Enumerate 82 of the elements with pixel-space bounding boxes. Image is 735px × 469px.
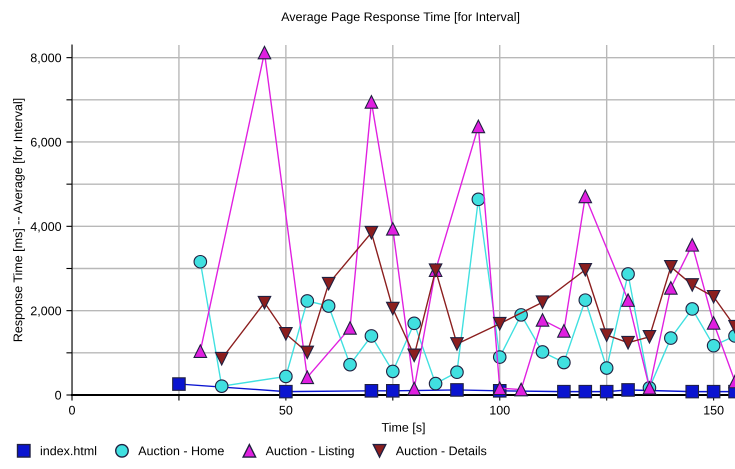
point bbox=[621, 383, 635, 397]
point bbox=[557, 324, 571, 338]
legend-label: Auction - Details bbox=[396, 446, 486, 456]
point bbox=[685, 302, 700, 316]
x-tick-label: 100 bbox=[490, 406, 510, 415]
point bbox=[600, 328, 614, 342]
y-tick-label: 6,000 bbox=[30, 138, 62, 148]
point bbox=[536, 345, 550, 359]
y-tick-label: 4,000 bbox=[30, 222, 62, 232]
point bbox=[214, 352, 229, 366]
point bbox=[685, 238, 700, 252]
point bbox=[428, 376, 442, 390]
point bbox=[450, 383, 464, 397]
point bbox=[706, 384, 720, 398]
point bbox=[364, 384, 378, 398]
x-tick-label: 150 bbox=[704, 406, 724, 415]
point bbox=[407, 348, 421, 362]
point bbox=[279, 384, 293, 398]
point bbox=[322, 299, 336, 313]
point bbox=[450, 337, 464, 351]
point bbox=[472, 120, 486, 134]
point bbox=[600, 384, 614, 398]
point bbox=[300, 346, 314, 360]
point bbox=[258, 46, 272, 60]
point bbox=[386, 364, 400, 378]
point bbox=[194, 344, 208, 358]
point bbox=[194, 254, 208, 269]
point bbox=[472, 192, 486, 206]
point bbox=[536, 295, 550, 310]
point bbox=[492, 316, 507, 331]
point bbox=[450, 365, 464, 380]
point bbox=[514, 382, 528, 396]
y-axis-title: Response Time [ms] -- Average [for Interval] bbox=[13, 98, 25, 342]
point bbox=[364, 226, 378, 240]
chart-title: Average Page Response Time [for Interval] bbox=[281, 12, 520, 24]
x-tick-label: 50 bbox=[279, 406, 292, 415]
point bbox=[664, 260, 678, 274]
y-tick-label: 8,000 bbox=[30, 53, 62, 64]
y-tick-label: 0 bbox=[55, 390, 62, 400]
point bbox=[322, 276, 336, 290]
point bbox=[214, 379, 229, 393]
point bbox=[600, 361, 614, 375]
point bbox=[578, 293, 592, 307]
point bbox=[343, 358, 357, 372]
point bbox=[706, 338, 720, 352]
point bbox=[578, 384, 592, 398]
point bbox=[300, 370, 314, 384]
point bbox=[300, 294, 314, 308]
point bbox=[621, 293, 635, 307]
point bbox=[642, 330, 656, 344]
point bbox=[364, 329, 378, 343]
y-tick-label: 2,000 bbox=[30, 306, 62, 317]
point bbox=[664, 331, 678, 345]
point bbox=[343, 321, 357, 335]
point bbox=[279, 327, 293, 341]
x-axis-title: Time [s] bbox=[382, 422, 425, 434]
point bbox=[557, 384, 571, 398]
legend-label: Auction - Home bbox=[138, 446, 224, 456]
point bbox=[279, 370, 293, 384]
point bbox=[621, 267, 635, 281]
legend-label: Auction - Listing bbox=[266, 446, 354, 458]
point bbox=[386, 384, 400, 398]
point bbox=[407, 316, 421, 330]
point bbox=[557, 356, 571, 370]
point bbox=[172, 377, 186, 391]
point bbox=[407, 382, 421, 396]
point bbox=[536, 313, 550, 327]
point bbox=[386, 302, 400, 316]
x-tick-label: 0 bbox=[69, 406, 75, 415]
point bbox=[664, 281, 678, 295]
point bbox=[364, 95, 378, 109]
legend-label: index.html bbox=[40, 446, 96, 456]
point bbox=[492, 381, 507, 396]
point bbox=[578, 262, 592, 277]
point bbox=[386, 222, 400, 236]
point bbox=[685, 278, 700, 292]
point bbox=[706, 316, 720, 330]
point bbox=[706, 290, 720, 304]
point bbox=[578, 190, 592, 204]
point bbox=[621, 336, 635, 350]
point bbox=[258, 296, 272, 310]
point bbox=[685, 384, 700, 398]
